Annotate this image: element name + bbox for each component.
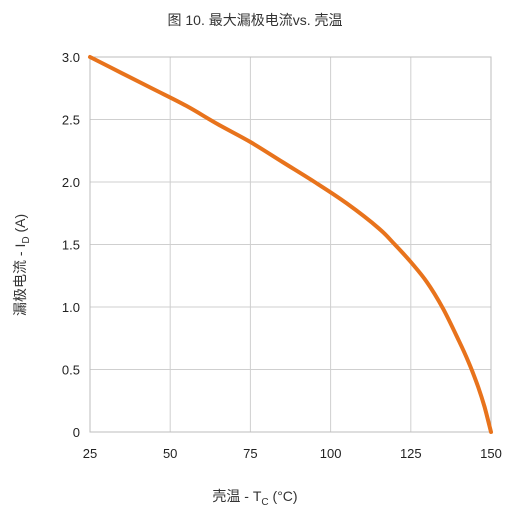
x-axis-label-main: 壳温 - T: [212, 488, 262, 504]
y-tick-labels: 0 0.5 1.0 1.5 2.0 2.5 3.0: [62, 50, 80, 440]
x-tick-label: 100: [320, 446, 342, 461]
plot-frame: [89, 56, 492, 433]
series-group: [88, 55, 493, 434]
series-line: [88, 55, 493, 434]
x-axis-label-sub: C: [261, 496, 269, 508]
x-axis-label-unit: (°C): [268, 488, 298, 504]
grid: [89, 56, 492, 433]
y-tick-label: 2.0: [62, 175, 80, 190]
chart-title: 图 10. 最大漏极电流vs. 壳温: [167, 12, 343, 28]
y-tick-label: 0.5: [62, 363, 80, 378]
x-tick-label: 150: [480, 446, 502, 461]
y-tick-label: 3.0: [62, 50, 80, 65]
x-tick-label: 25: [83, 446, 97, 461]
x-tick-label: 50: [163, 446, 177, 461]
x-tick-label: 125: [400, 446, 422, 461]
y-tick-label: 1.5: [62, 238, 80, 253]
y-tick-label: 0: [73, 425, 80, 440]
y-tick-label: 2.5: [62, 113, 80, 128]
x-axis-label: 壳温 - TC (°C): [0, 486, 510, 508]
x-tick-label: 75: [243, 446, 257, 461]
x-tick-labels: 25 50 75 100 125 150: [83, 446, 502, 461]
y-tick-label: 1.0: [62, 300, 80, 315]
